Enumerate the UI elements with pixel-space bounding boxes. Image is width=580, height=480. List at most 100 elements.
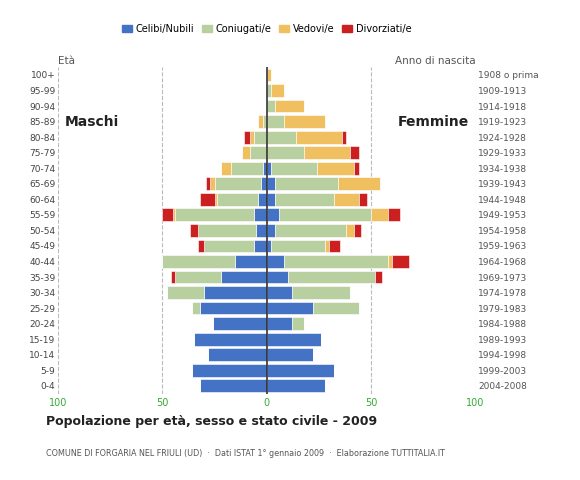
Bar: [288, 271, 375, 283]
Text: Femmine: Femmine: [398, 115, 469, 129]
Bar: [358, 193, 367, 206]
Bar: [267, 162, 271, 175]
Bar: [292, 286, 350, 299]
Bar: [313, 302, 358, 314]
Bar: [267, 178, 275, 190]
Bar: [200, 193, 215, 206]
Bar: [267, 317, 292, 330]
Bar: [275, 178, 338, 190]
Text: COMUNE DI FORGARIA NEL FRIULI (UD)  ·  Dati ISTAT 1° gennaio 2009  ·  Elaborazio: COMUNE DI FORGARIA NEL FRIULI (UD) · Dat…: [46, 449, 445, 458]
Bar: [191, 302, 200, 314]
Bar: [275, 224, 346, 237]
Bar: [292, 317, 304, 330]
Bar: [392, 255, 409, 268]
Bar: [254, 240, 267, 252]
Bar: [280, 208, 371, 221]
Bar: [260, 178, 267, 190]
Bar: [267, 193, 275, 206]
Bar: [388, 255, 392, 268]
Bar: [204, 240, 254, 252]
Bar: [208, 348, 267, 361]
Bar: [221, 162, 231, 175]
Bar: [200, 380, 267, 392]
Bar: [267, 271, 288, 283]
Text: Anno di nascita: Anno di nascita: [395, 56, 476, 66]
Bar: [259, 193, 267, 206]
Bar: [375, 271, 382, 283]
Bar: [162, 208, 173, 221]
Bar: [191, 364, 267, 377]
Bar: [304, 146, 350, 159]
Bar: [263, 115, 267, 128]
Legend: Celibi/Nubili, Coniugati/e, Vedovi/e, Divorziati/e: Celibi/Nubili, Coniugati/e, Vedovi/e, Di…: [118, 20, 415, 37]
Bar: [242, 146, 250, 159]
Bar: [204, 286, 267, 299]
Bar: [211, 178, 215, 190]
Bar: [329, 240, 340, 252]
Bar: [267, 364, 334, 377]
Bar: [271, 162, 317, 175]
Bar: [215, 193, 217, 206]
Bar: [354, 224, 361, 237]
Bar: [317, 162, 354, 175]
Bar: [325, 240, 329, 252]
Bar: [284, 115, 325, 128]
Bar: [254, 131, 267, 144]
Text: Maschi: Maschi: [64, 115, 118, 129]
Bar: [354, 162, 358, 175]
Bar: [388, 208, 400, 221]
Bar: [271, 240, 325, 252]
Bar: [200, 302, 267, 314]
Bar: [267, 255, 284, 268]
Bar: [296, 131, 342, 144]
Bar: [275, 100, 304, 112]
Bar: [212, 317, 267, 330]
Bar: [171, 271, 175, 283]
Bar: [173, 208, 175, 221]
Bar: [271, 84, 284, 97]
Bar: [166, 286, 204, 299]
Bar: [267, 380, 325, 392]
Bar: [263, 162, 267, 175]
Bar: [267, 115, 284, 128]
Bar: [235, 255, 267, 268]
Bar: [198, 224, 256, 237]
Bar: [175, 271, 221, 283]
Bar: [256, 224, 267, 237]
Bar: [254, 208, 267, 221]
Bar: [267, 84, 271, 97]
Bar: [267, 348, 313, 361]
Bar: [284, 255, 388, 268]
Text: Popolazione per età, sesso e stato civile - 2009: Popolazione per età, sesso e stato civil…: [46, 415, 378, 428]
Bar: [350, 146, 358, 159]
Bar: [371, 208, 388, 221]
Bar: [267, 286, 292, 299]
Bar: [221, 271, 267, 283]
Bar: [259, 115, 263, 128]
Bar: [267, 224, 275, 237]
Bar: [250, 146, 267, 159]
Bar: [198, 240, 204, 252]
Bar: [217, 193, 259, 206]
Bar: [175, 208, 254, 221]
Bar: [267, 302, 313, 314]
Text: Età: Età: [58, 56, 75, 66]
Bar: [267, 131, 296, 144]
Bar: [267, 146, 304, 159]
Bar: [194, 333, 267, 346]
Bar: [267, 69, 271, 81]
Bar: [190, 224, 198, 237]
Bar: [244, 131, 250, 144]
Bar: [267, 208, 280, 221]
Bar: [338, 178, 379, 190]
Bar: [346, 224, 354, 237]
Bar: [162, 255, 235, 268]
Bar: [215, 178, 260, 190]
Bar: [275, 193, 333, 206]
Bar: [334, 193, 358, 206]
Bar: [206, 178, 211, 190]
Bar: [267, 240, 271, 252]
Bar: [267, 333, 321, 346]
Bar: [250, 131, 254, 144]
Bar: [267, 100, 275, 112]
